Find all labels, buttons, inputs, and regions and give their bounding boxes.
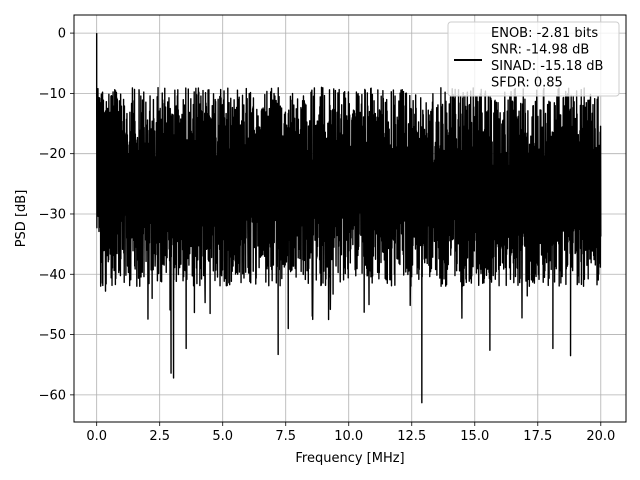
x-ticks: 0.0 2.5 5.0 7.5 10.0 12.5 15.0 17.5 20.0 — [86, 422, 615, 444]
plot-frame — [73, 14, 627, 423]
x-tick-label: 7.5 — [275, 429, 296, 444]
y-axis-label: PSD [dB] — [14, 190, 29, 248]
x-tick-label: 12.5 — [397, 429, 426, 444]
x-tick-label: 10.0 — [334, 429, 363, 444]
x-tick-label: 2.5 — [149, 429, 170, 444]
y-tick-label: 0 — [58, 27, 66, 42]
legend-sinad: SINAD: -15.18 dB — [491, 59, 603, 74]
y-ticks: 0 −10 −20 −30 −40 −50 −60 — [39, 27, 74, 403]
y-tick-label: −10 — [39, 87, 66, 102]
psd-series-line — [95, 33, 602, 404]
x-tick-label: 5.0 — [212, 429, 233, 444]
y-tick-label: −30 — [39, 207, 66, 222]
y-tick-label: −50 — [39, 328, 66, 343]
x-tick-label: 0.0 — [86, 429, 107, 444]
x-tick-label: 15.0 — [460, 429, 489, 444]
axes — [73, 14, 627, 423]
series-layer — [95, 33, 602, 404]
x-tick-label: 20.0 — [586, 429, 615, 444]
legend-box — [447, 21, 620, 97]
y-tick-label: −20 — [39, 147, 66, 162]
legend: ENOB: -2.81 bits SNR: -14.98 dB SINAD: -… — [447, 21, 620, 97]
legend-snr: SNR: -14.98 dB — [491, 43, 589, 58]
x-tick-label: 17.5 — [523, 429, 552, 444]
x-axis-label: Frequency [MHz] — [295, 451, 404, 466]
y-tick-label: −60 — [39, 388, 66, 403]
y-tick-label: −40 — [39, 268, 66, 283]
legend-enob: ENOB: -2.81 bits — [491, 26, 598, 41]
legend-sfdr: SFDR: 0.85 — [491, 76, 563, 91]
